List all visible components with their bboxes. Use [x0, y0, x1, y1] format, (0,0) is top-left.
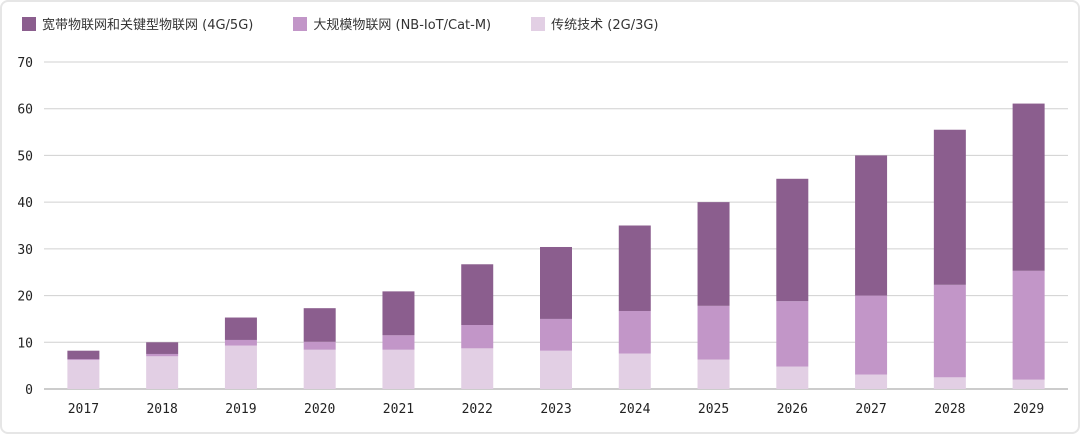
bar-2025-series-0 [697, 359, 730, 389]
x-tick-label-2018: 2018 [146, 402, 177, 417]
bar-2017-series-0 [67, 360, 100, 389]
bar-2029-series-1 [1012, 270, 1045, 380]
legend-label-1: 大规模物联网 (NB-IoT/Cat-M) [313, 18, 492, 33]
y-tick-label-70: 70 [17, 56, 33, 71]
bar-2022-series-0 [461, 348, 494, 389]
chart-legend: 宽带物联网和关键型物联网 (4G/5G) 大规模物联网 (NB-IoT/Cat-M… [22, 14, 659, 33]
bar-2026-series-0 [776, 366, 809, 389]
legend-label-0: 宽带物联网和关键型物联网 (4G/5G) [42, 18, 254, 33]
bar-2022-series-1 [461, 325, 494, 349]
bar-2021-series-2 [382, 291, 415, 336]
bar-2025-series-2 [697, 202, 730, 306]
bar-2018-series-1 [146, 353, 179, 357]
bar-2017-series-2 [67, 350, 100, 360]
x-tick-label-2027: 2027 [855, 402, 886, 417]
bar-2020-series-1 [303, 341, 336, 350]
bar-2028-series-2 [933, 129, 966, 285]
bar-2027-series-2 [855, 155, 888, 296]
bar-2018-series-0 [146, 356, 179, 389]
x-tick-label-2022: 2022 [462, 402, 493, 417]
x-tick-label-2021: 2021 [383, 402, 414, 417]
bar-2021-series-1 [382, 335, 415, 350]
legend-item-0: 宽带物联网和关键型物联网 (4G/5G) [22, 14, 253, 33]
bar-2028-series-0 [933, 377, 966, 389]
bar-2019-series-1 [224, 339, 257, 346]
legend-swatch-1 [293, 16, 308, 31]
bar-2027-series-0 [855, 374, 888, 389]
bar-2021-series-0 [382, 349, 415, 389]
bar-2029-series-0 [1012, 379, 1045, 389]
bar-2026-series-1 [776, 301, 809, 367]
x-tick-label-2020: 2020 [304, 402, 335, 417]
legend-swatch-0 [22, 16, 36, 31]
bar-2020-series-0 [303, 349, 336, 389]
bar-2018-series-2 [146, 342, 179, 354]
y-tick-label-30: 30 [17, 243, 33, 258]
x-tick-label-2028: 2028 [934, 402, 965, 417]
x-tick-label-2026: 2026 [777, 402, 808, 417]
bar-2023-series-1 [540, 318, 572, 351]
legend-item-2: 传统技术 (2G/3G) [531, 14, 659, 33]
bar-2020-series-2 [303, 308, 336, 342]
x-tick-label-2017: 2017 [68, 402, 99, 417]
bar-2025-series-1 [697, 305, 730, 360]
bar-2023-series-0 [540, 350, 572, 389]
bar-2029-series-2 [1012, 103, 1045, 271]
x-tick-label-2024: 2024 [619, 402, 650, 417]
y-tick-label-50: 50 [17, 149, 33, 164]
x-tick-label-2025: 2025 [698, 402, 729, 417]
legend-swatch-2 [531, 16, 546, 31]
y-tick-label-10: 10 [17, 336, 33, 351]
bar-2017-series-1 [67, 359, 100, 361]
bar-2026-series-2 [776, 178, 809, 302]
bar-2019-series-2 [224, 317, 257, 340]
bar-2024-series-0 [618, 353, 651, 389]
bar-2019-series-0 [224, 345, 257, 389]
x-tick-label-2023: 2023 [540, 402, 571, 417]
x-tick-label-2029: 2029 [1013, 402, 1044, 417]
bar-2028-series-1 [933, 284, 966, 378]
bar-2027-series-1 [855, 295, 888, 375]
bar-2022-series-2 [461, 264, 494, 326]
bar-2023-series-2 [540, 246, 572, 319]
legend-label-2: 传统技术 (2G/3G) [551, 18, 659, 33]
y-tick-label-40: 40 [17, 196, 33, 211]
y-tick-label-20: 20 [17, 290, 33, 305]
bar-2024-series-2 [618, 225, 651, 311]
x-tick-label-2019: 2019 [225, 402, 256, 417]
bar-2024-series-1 [618, 310, 651, 354]
y-tick-label-60: 60 [17, 103, 33, 118]
legend-item-1: 大规模物联网 (NB-IoT/Cat-M) [293, 14, 491, 33]
y-tick-label-0: 0 [25, 383, 33, 398]
